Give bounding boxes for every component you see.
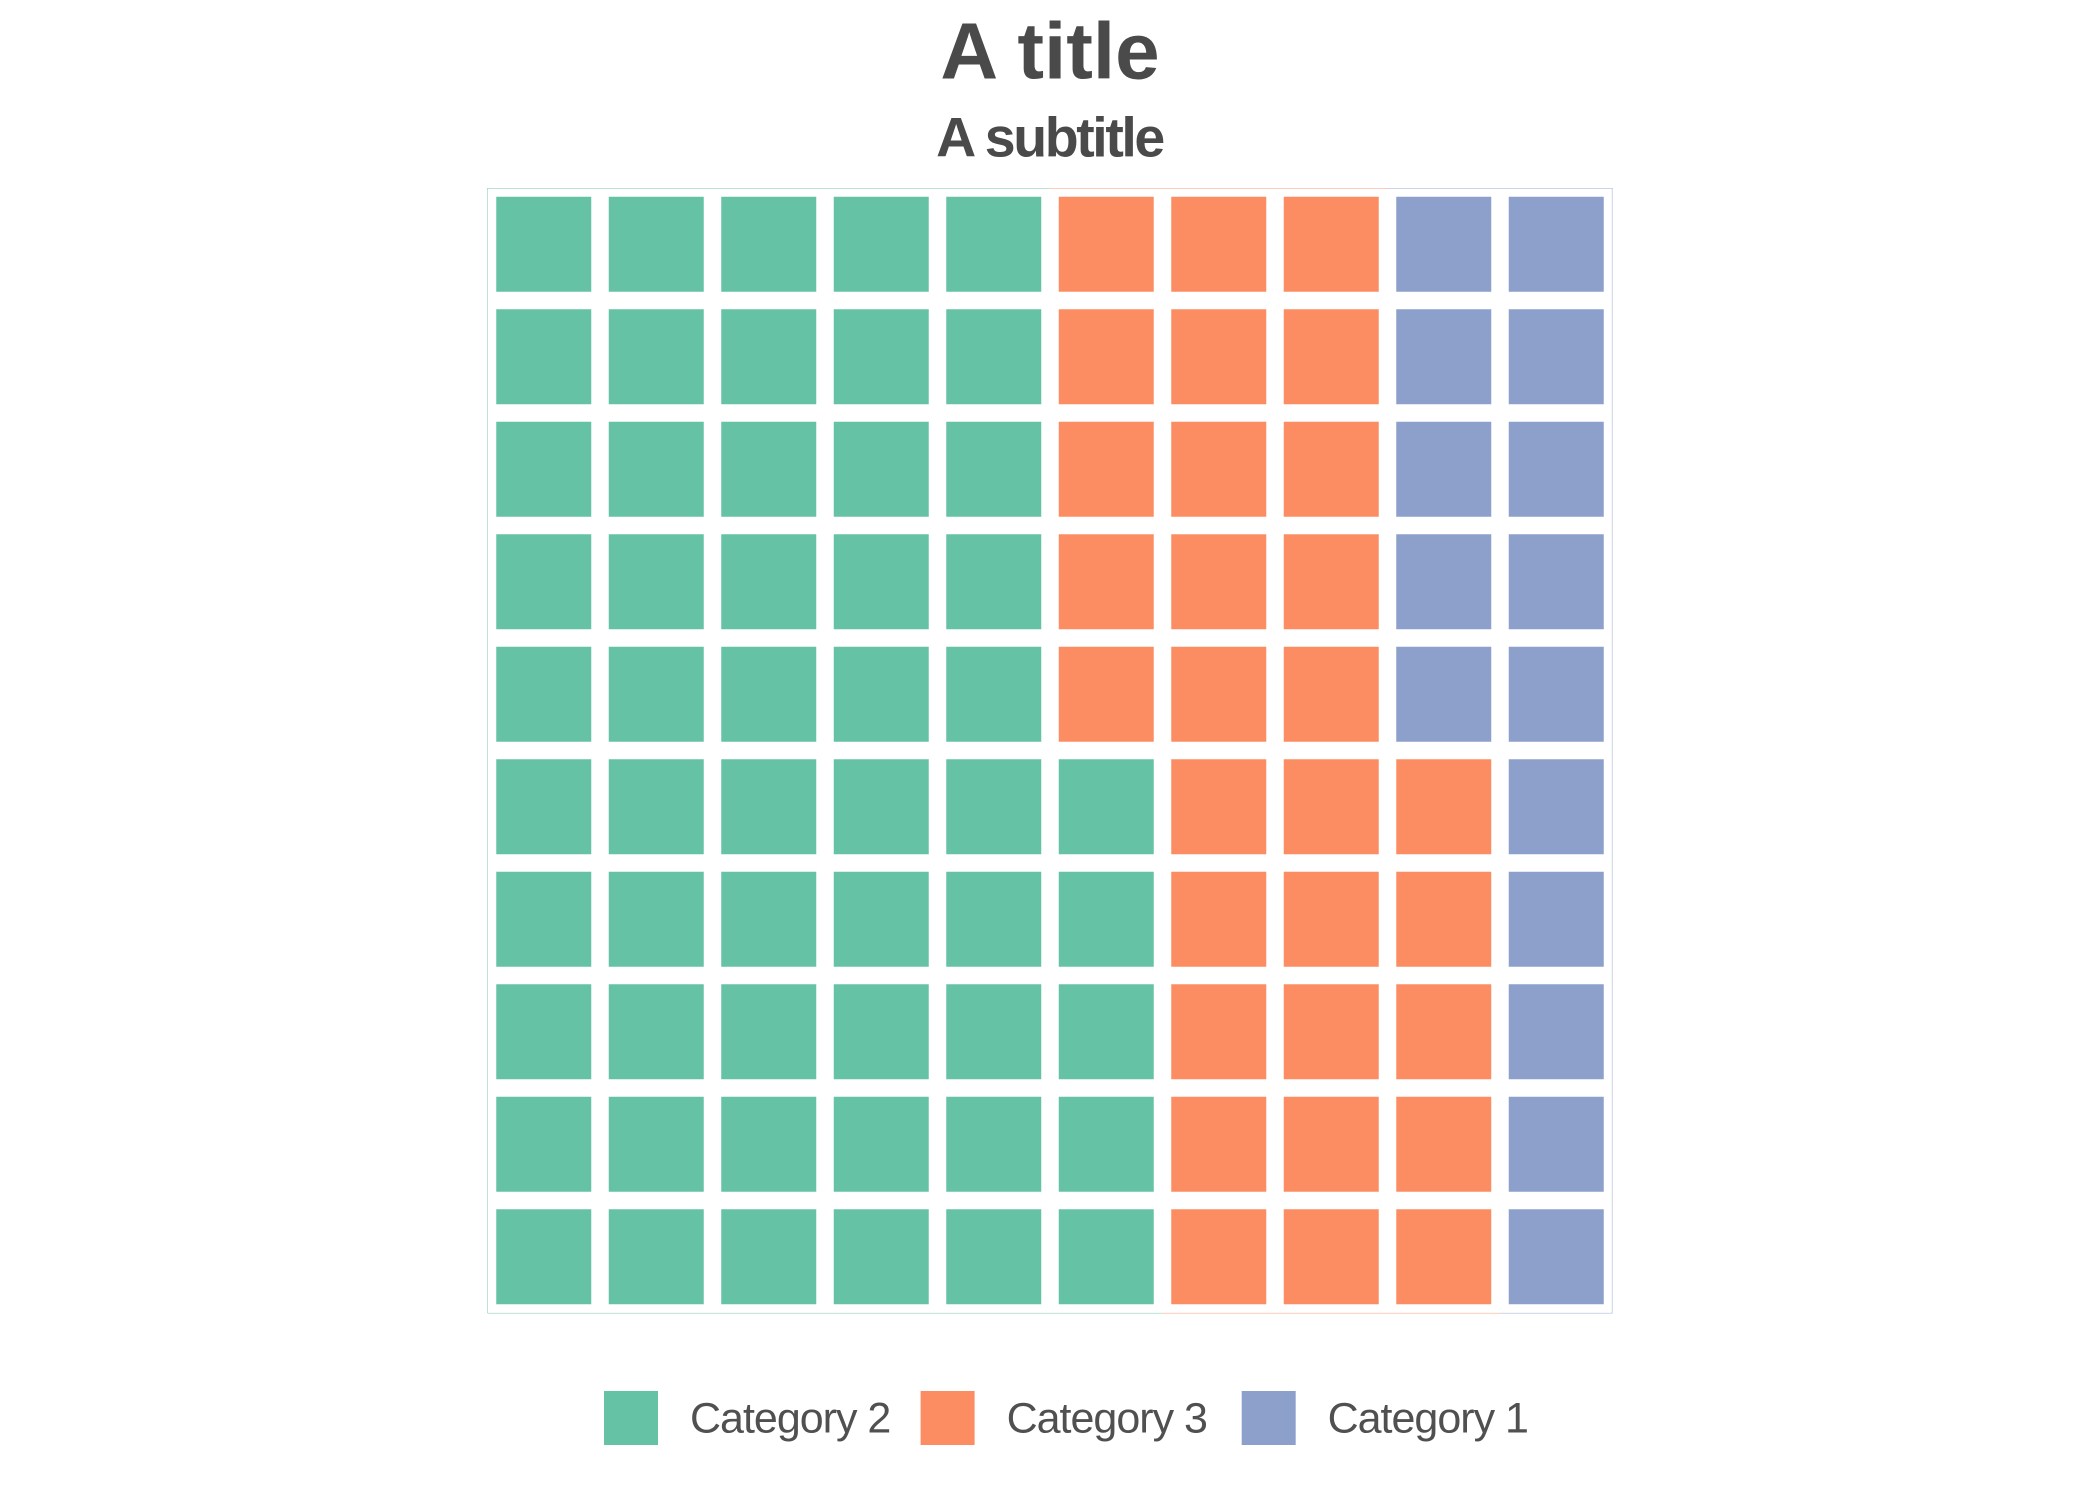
svg-text:A title: A title xyxy=(940,7,1159,96)
svg-text:Category 1: Category 1 xyxy=(1328,1395,1528,1443)
svg-text:Category 3: Category 3 xyxy=(1007,1395,1207,1443)
svg-text:Category 2: Category 2 xyxy=(690,1395,890,1443)
svg-text:A subtitle: A subtitle xyxy=(936,106,1163,168)
